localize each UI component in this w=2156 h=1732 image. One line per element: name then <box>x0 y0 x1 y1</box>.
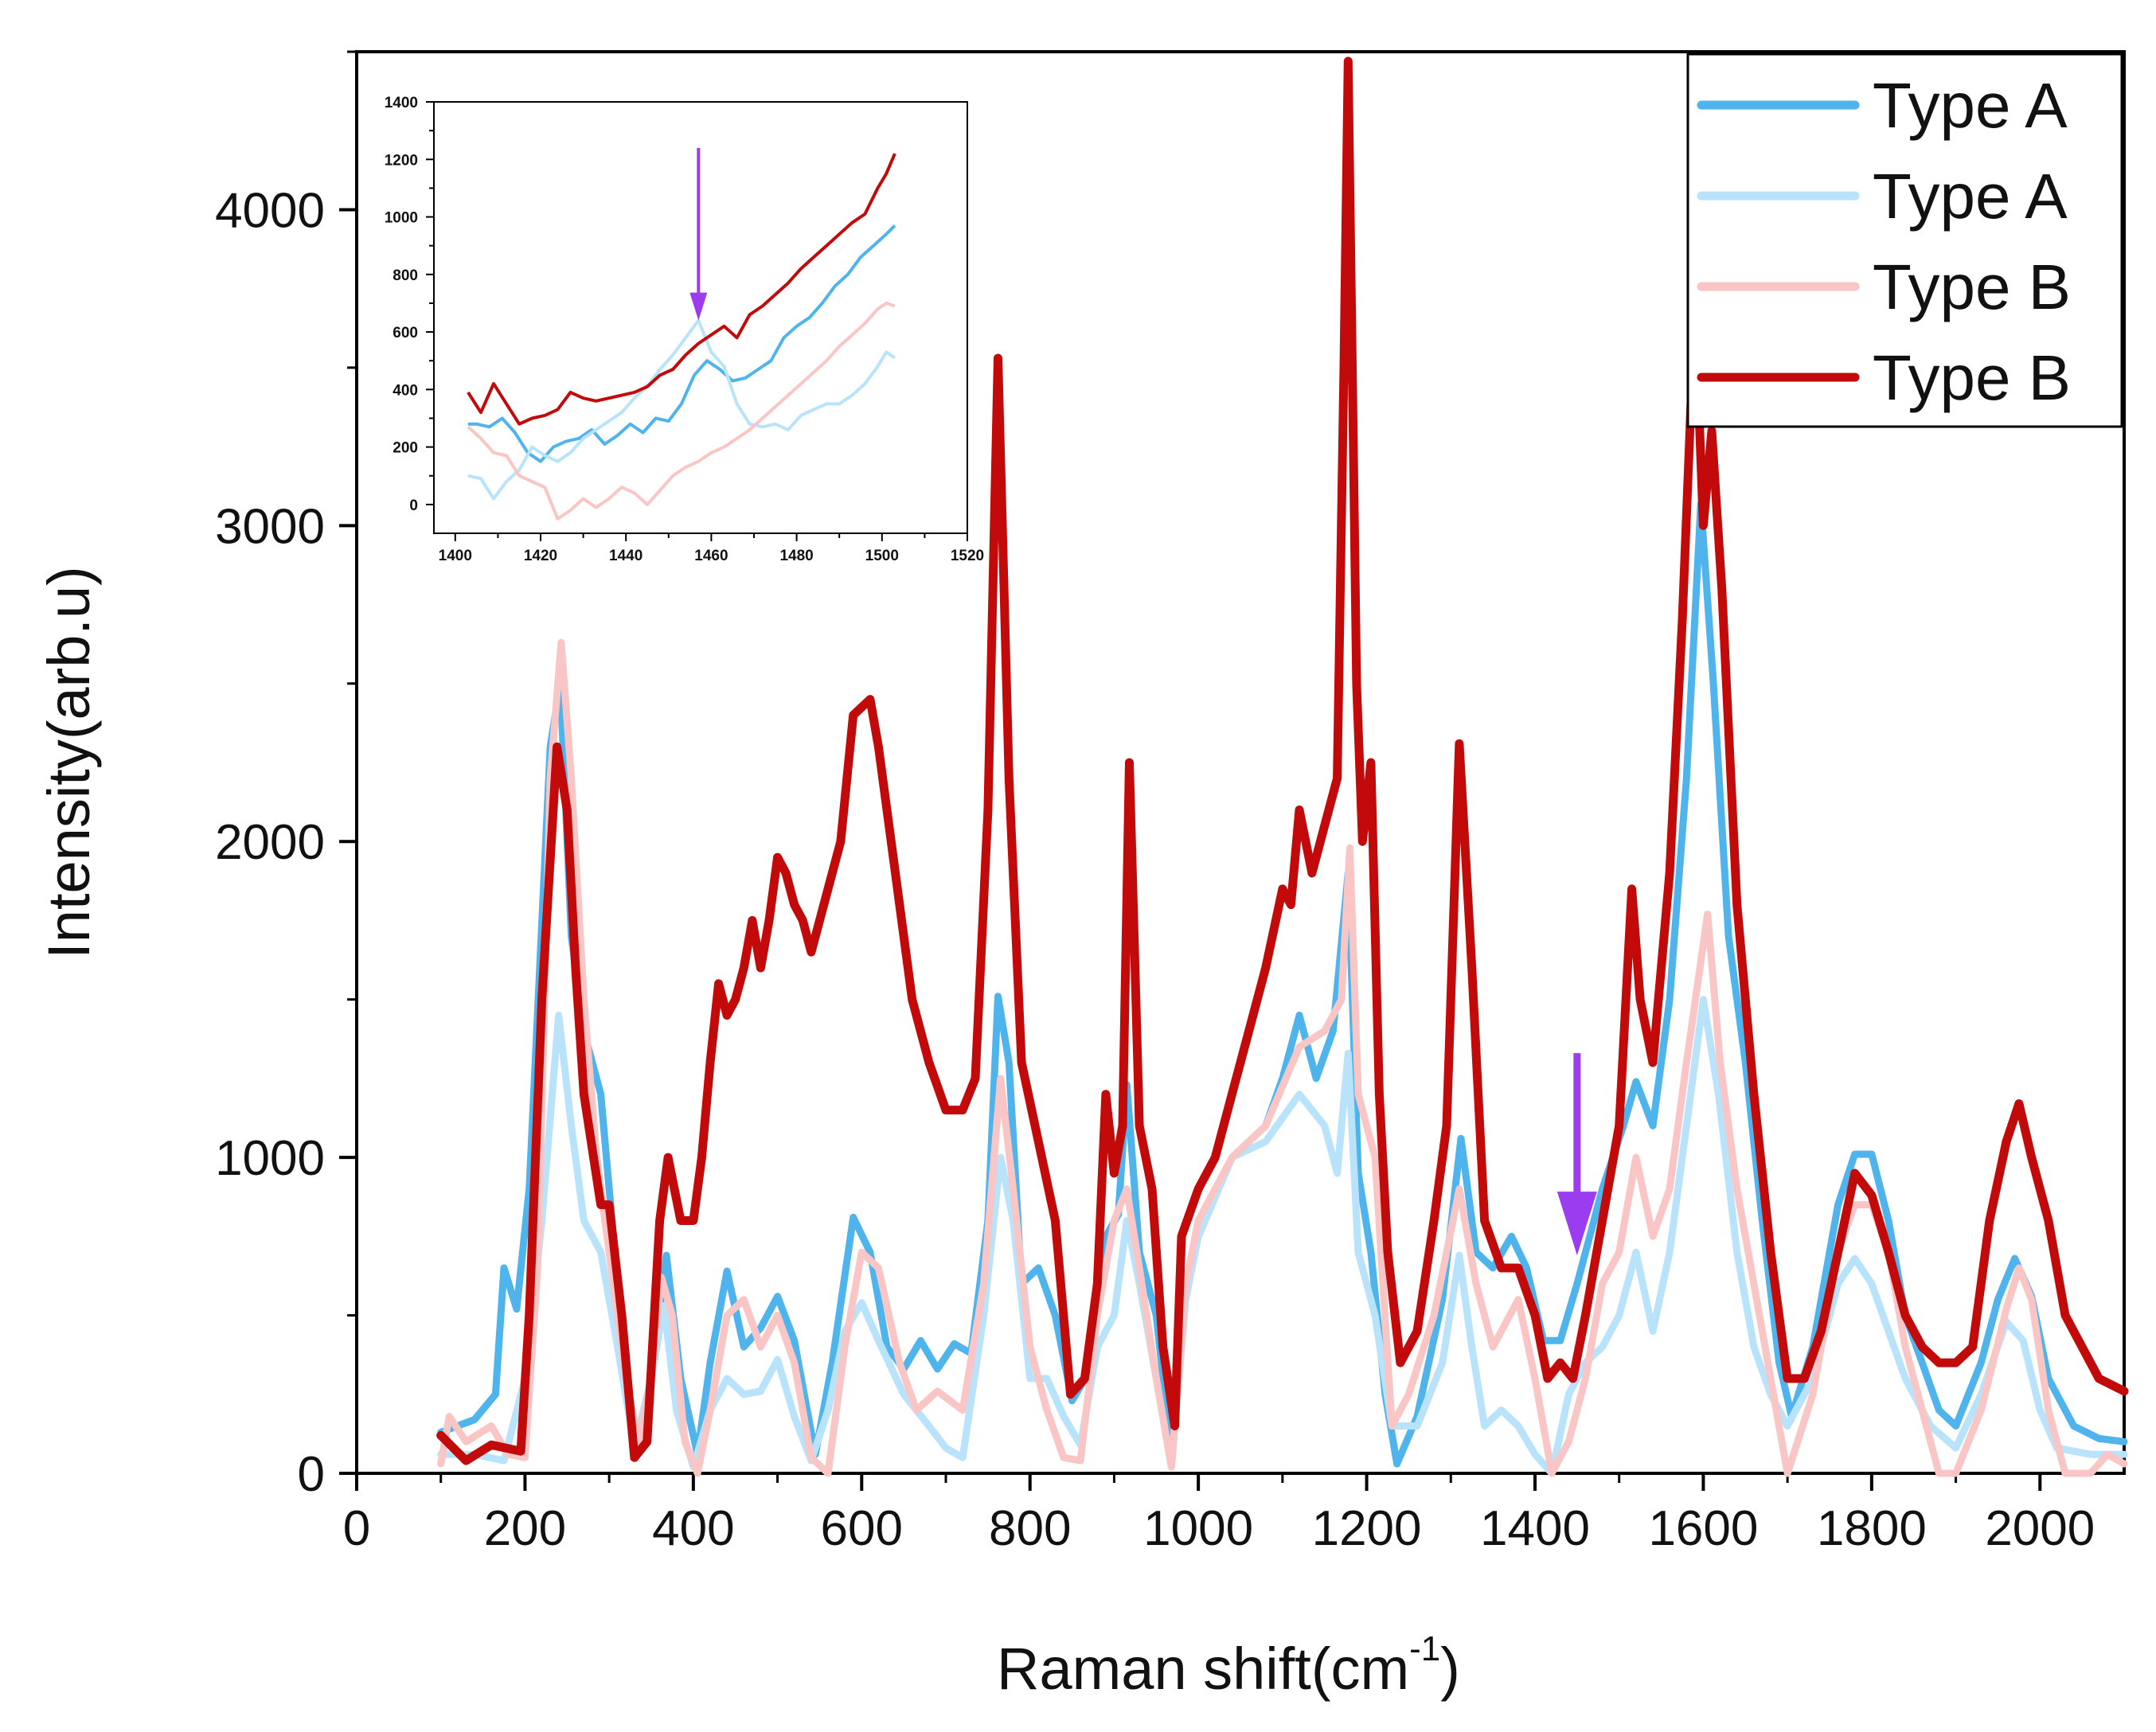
x-tick-label: 600 <box>821 1501 903 1556</box>
legend: Type A Type A Type B Type B <box>1686 53 2123 428</box>
inset-annotation-layer <box>689 147 708 321</box>
y-tick-label: 3000 <box>215 499 325 554</box>
inset-series-line-3 <box>467 301 896 521</box>
arrow-head <box>1556 1192 1597 1256</box>
inset-x-tick-label: 1420 <box>524 548 557 564</box>
x-tick-label: 1400 <box>1480 1501 1590 1556</box>
y-tick-label: 0 <box>298 1447 325 1502</box>
series-layer <box>436 57 2129 1477</box>
inset-y-tick-label: 400 <box>393 382 418 399</box>
inset-series-line-1 <box>467 224 896 463</box>
inset-y-tick-label: 1400 <box>385 95 418 111</box>
y-tick-label: 2000 <box>215 815 325 870</box>
x-axis-title: Raman shift(cm-1) <box>997 1629 1460 1702</box>
x-axis-title-main: Raman shift(cm <box>997 1636 1409 1702</box>
x-tick-label: 800 <box>989 1501 1071 1556</box>
x-tick-label: 200 <box>484 1501 566 1556</box>
legend-label-4: Type B <box>1873 342 2071 413</box>
inset-y-tick-label: 0 <box>409 497 418 514</box>
x-axis-title-superscript: -1 <box>1409 1629 1440 1668</box>
inset-series-layer <box>467 153 896 521</box>
x-axis-title-suffix: ) <box>1440 1636 1460 1702</box>
x-tick-label: 1800 <box>1817 1501 1927 1556</box>
inset-y-tick-label: 600 <box>393 325 418 341</box>
y-axis-title: Intensity(arb.u) <box>36 566 102 959</box>
plot-frame <box>355 50 2126 1475</box>
inset-x-tick-label: 1400 <box>439 548 472 564</box>
inset-x-tick-label: 1480 <box>779 548 813 564</box>
inset-series-line-2 <box>467 318 896 501</box>
y-tick-label: 4000 <box>215 183 325 238</box>
inset-x-tick-label: 1500 <box>865 548 899 564</box>
inset-y-tick-label: 1000 <box>385 210 418 227</box>
inset-x-tick-label: 1520 <box>951 548 984 564</box>
legend-label-1: Type A <box>1873 70 2068 141</box>
inset-chart: 1400 1420 1440 1460 1480 1500 1520 0 200 400 600 80… <box>385 95 984 564</box>
inset-y-tick-label: 1200 <box>385 152 418 169</box>
inset-axis-ticks: 1400 1420 1440 1460 1480 1500 1520 0 200 400 600 80… <box>385 95 984 564</box>
x-tick-label: 400 <box>652 1501 734 1556</box>
x-tick-label: 2000 <box>1985 1501 2095 1556</box>
annotation-layer <box>1556 1053 1597 1256</box>
series-line-4 <box>436 57 2129 1465</box>
inset-x-tick-label: 1440 <box>609 548 643 564</box>
legend-label-2: Type A <box>1873 161 2068 232</box>
inset-y-tick-label: 200 <box>393 440 418 457</box>
inset-y-tick-label: 800 <box>393 267 418 284</box>
axis-ticks: 0 200 400 600 800 1000 1200 1400 1600 1800 2000010… <box>215 50 2095 1556</box>
y-tick-label: 1000 <box>215 1131 325 1186</box>
inset-arrow-head <box>689 292 708 321</box>
inset-series-line-4 <box>467 153 896 426</box>
x-tick-label: 1600 <box>1648 1501 1758 1556</box>
series-line-3 <box>437 638 2128 1477</box>
inset-frame <box>433 101 968 534</box>
legend-label-3: Type B <box>1873 252 2071 322</box>
x-tick-label: 1000 <box>1143 1501 1253 1556</box>
legend-box <box>1686 53 2123 428</box>
series-line-1 <box>437 500 2128 1468</box>
inset-x-tick-label: 1460 <box>694 548 728 564</box>
x-tick-label: 0 <box>343 1501 370 1556</box>
x-tick-label: 1200 <box>1312 1501 1422 1556</box>
